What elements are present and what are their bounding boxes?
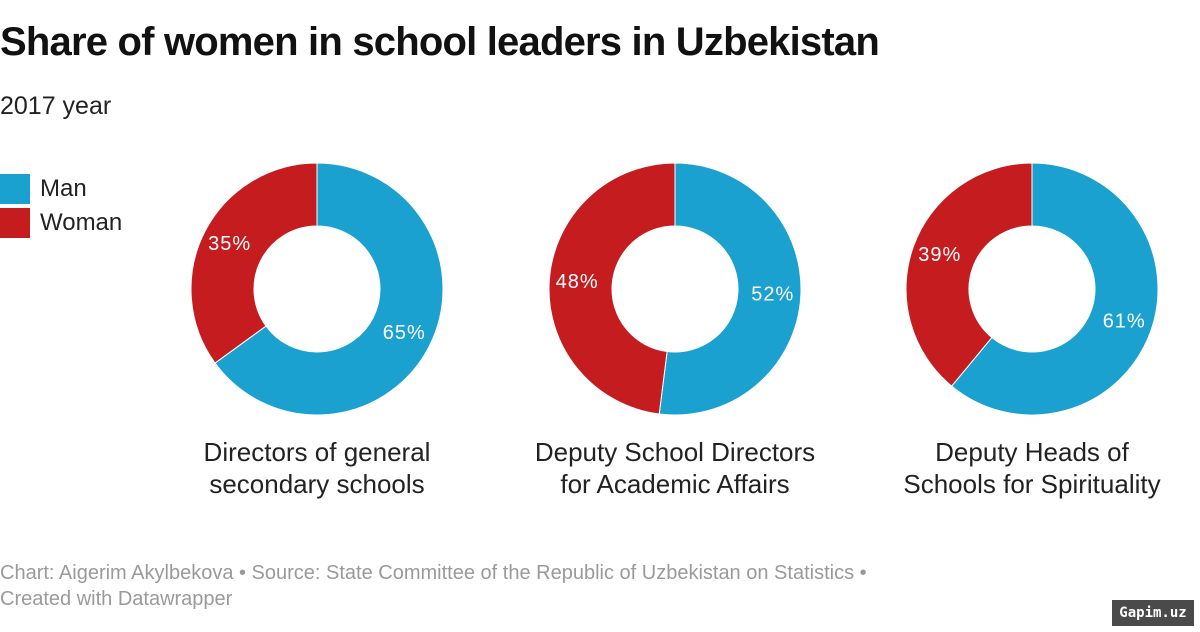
- chart-footer: Chart: Aigerim Akylbekova • Source: Stat…: [0, 560, 867, 612]
- legend-swatch-man: [0, 174, 30, 204]
- donut-slice-man: [214, 162, 444, 416]
- chart-subtitle: 2017 year: [0, 92, 112, 120]
- legend-item-woman: Woman: [0, 206, 122, 240]
- donut-chart-deputy-spirituality: 61% 39%: [905, 162, 1159, 416]
- donut-svg: 65% 35%: [190, 162, 444, 416]
- slice-label-woman: 39%: [918, 244, 961, 266]
- chart-title: Share of women in school leaders in Uzbe…: [0, 20, 880, 64]
- site-watermark: Gapim.uz: [1112, 600, 1194, 626]
- category-label-line: for Academic Affairs: [560, 469, 790, 499]
- category-label-line: secondary schools: [209, 469, 425, 499]
- donut-slice-woman: [190, 162, 318, 364]
- donut-slice-woman: [548, 162, 676, 415]
- footer-credits: Chart: Aigerim Akylbekova • Source: Stat…: [0, 562, 867, 584]
- legend-label-man: Man: [40, 175, 87, 202]
- category-label-line: Directors of general: [203, 437, 431, 467]
- category-label-deputy-academic: Deputy School Directors for Academic Aff…: [505, 436, 845, 500]
- donut-slice-man: [658, 162, 802, 416]
- slice-label-man: 52%: [751, 283, 794, 305]
- donut-chart-deputy-academic: 52% 48%: [548, 162, 802, 416]
- legend-swatch-woman: [0, 208, 30, 238]
- category-label-line: Schools for Spirituality: [903, 469, 1161, 499]
- footer-created-with: Created with Datawrapper: [0, 588, 233, 610]
- legend-label-woman: Woman: [40, 209, 123, 236]
- category-label-directors: Directors of general secondary schools: [147, 436, 487, 500]
- donut-svg: 52% 48%: [548, 162, 802, 416]
- donut-slice-woman: [905, 162, 1033, 387]
- slice-label-woman: 35%: [208, 233, 251, 255]
- legend-item-man: Man: [0, 172, 122, 206]
- category-label-line: Deputy Heads of: [935, 437, 1129, 467]
- slice-label-man: 61%: [1103, 310, 1146, 332]
- category-label-deputy-spirituality: Deputy Heads of Schools for Spirituality: [862, 436, 1200, 500]
- donut-svg: 61% 39%: [905, 162, 1159, 416]
- donut-chart-directors: 65% 35%: [190, 162, 444, 416]
- donut-slice-man: [950, 162, 1159, 416]
- slice-label-man: 65%: [383, 322, 426, 344]
- legend: Man Woman: [0, 172, 122, 240]
- slice-label-woman: 48%: [556, 271, 599, 293]
- category-label-line: Deputy School Directors: [534, 437, 816, 467]
